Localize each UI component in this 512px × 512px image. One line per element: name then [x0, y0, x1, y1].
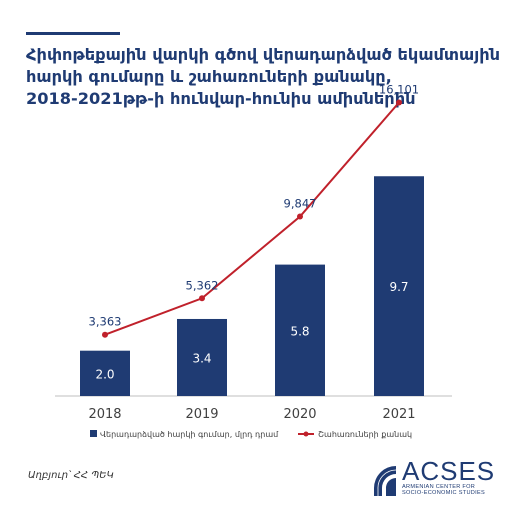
- bar-2021: [374, 176, 424, 396]
- line-label-2021: 16,101: [379, 83, 419, 97]
- line-point-2020: [297, 213, 303, 220]
- logo-subtitle: ARMENIAN CENTER FOR SOCIO-ECONOMIC STUDI…: [402, 484, 485, 497]
- bar-label-2021: 9.7: [389, 280, 408, 294]
- title-accent-line: [26, 32, 120, 35]
- title-line-3: 2018-2021թթ-ի հունվար-հունիս ամիսներին: [26, 89, 416, 108]
- line-point-2021: [396, 99, 402, 106]
- x-tick-2020: 2020: [283, 407, 316, 422]
- acses-logo-icon: [374, 466, 397, 496]
- legend-line-marker: [303, 431, 309, 437]
- legend-bar-label: Վերադարձված հարկի գումար, մլրդ դրամ: [100, 430, 279, 439]
- bar-label-2019: 3.4: [192, 351, 211, 365]
- bar-2019: [177, 318, 227, 396]
- line-point-2019: [199, 295, 205, 302]
- bar-2018: [80, 350, 130, 396]
- legend-line-label: Շահառուների քանակ: [318, 430, 412, 439]
- bar-label-2018: 2.0: [95, 367, 114, 381]
- logo-wordmark: ACSES: [402, 456, 496, 486]
- x-tick-2018: 2018: [88, 407, 121, 422]
- logo-subtitle-line-1: ARMENIAN CENTER FOR: [402, 484, 476, 490]
- chart-title: Հիփոթեքային վարկի գծով վերադարձված եկամտ…: [26, 44, 501, 110]
- line-label-2019: 5,362: [186, 278, 219, 292]
- x-tick-2021: 2021: [382, 407, 415, 422]
- logo-subtitle-line-2: SOCIO-ECONOMIC STUDIES: [402, 490, 486, 497]
- line-label-2020: 9,847: [284, 197, 317, 211]
- source-note: Աղբյուր՝ ՀՀ ՊԵԿ: [28, 470, 114, 481]
- title-line-1: Հիփոթեքային վարկի գծով վերադարձված եկամտ…: [26, 45, 501, 64]
- bar-2020: [275, 264, 325, 396]
- x-tick-2019: 2019: [185, 407, 218, 422]
- beneficiaries-line: [104, 101, 400, 336]
- bar-label-2020: 5.8: [290, 324, 309, 338]
- line-point-2018: [102, 331, 108, 338]
- title-line-2: հարկի գումարը և շահառուների քանակը,: [26, 67, 392, 86]
- line-label-2018: 3,363: [89, 315, 122, 329]
- legend-bar-swatch: [90, 430, 97, 437]
